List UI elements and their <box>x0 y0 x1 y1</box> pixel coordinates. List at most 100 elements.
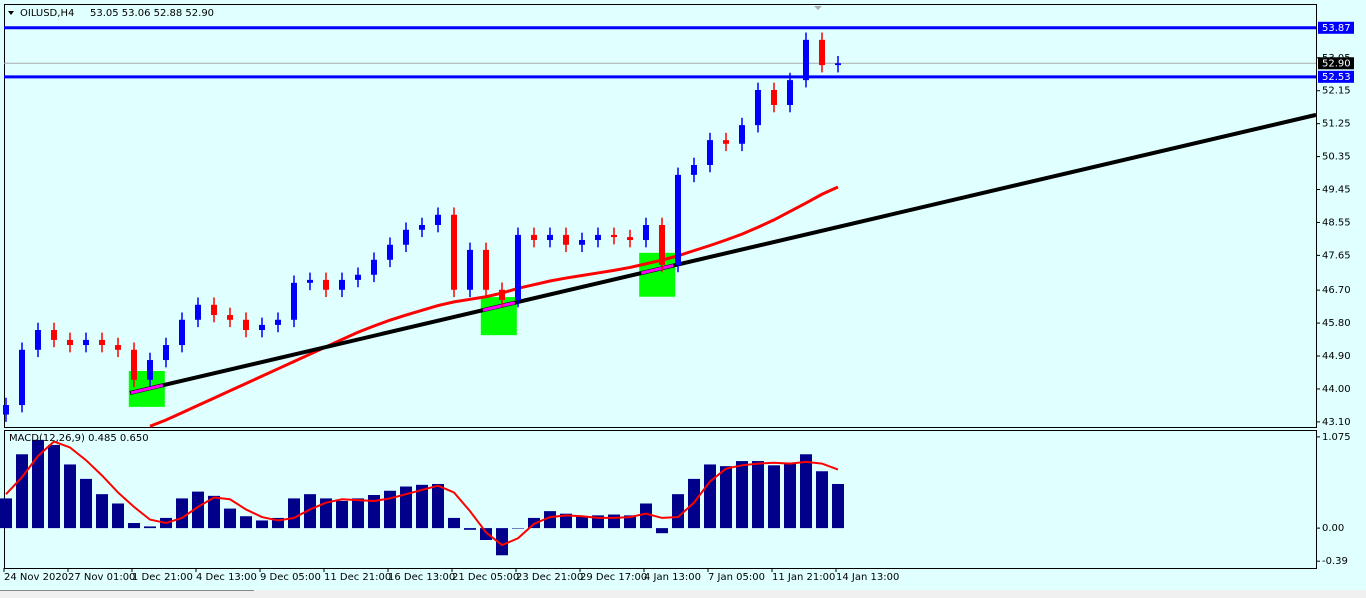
histogram-bar <box>640 503 652 529</box>
y-tick-label: 48.55 <box>1322 217 1351 228</box>
histogram-bar <box>496 528 508 556</box>
histogram-bar <box>192 491 204 529</box>
x-tick-label: 4 Jan 13:00 <box>644 572 701 583</box>
candle-body <box>499 289 505 301</box>
histogram-bar <box>64 464 76 529</box>
candle-body <box>275 319 281 325</box>
last-price-box <box>1318 57 1354 70</box>
x-tick-label: 4 Dec 13:00 <box>196 572 257 583</box>
y-tick-label: 46.70 <box>1322 285 1351 296</box>
candle-body <box>99 339 105 346</box>
x-tick-label: 24 Nov 2020 <box>4 572 68 583</box>
candle-body <box>83 339 89 346</box>
candle-body <box>323 279 329 290</box>
candle-body <box>147 360 153 380</box>
x-tick-label: 23 Dec 21:00 <box>516 572 583 583</box>
y-tick-label: 44.00 <box>1322 384 1351 395</box>
histogram-bar <box>752 461 764 529</box>
histogram-bar <box>272 517 284 529</box>
y-tick-label: 1.075 <box>1322 432 1351 443</box>
menu-arrow[interactable] <box>8 11 14 15</box>
candle-body <box>211 304 217 316</box>
histogram-bar <box>0 498 12 529</box>
histogram-bar <box>48 444 60 529</box>
symbol-title: OILUSD,H4 <box>20 8 74 19</box>
histogram-bar <box>672 494 684 529</box>
histogram-bar <box>304 494 316 529</box>
candle-body <box>179 319 185 346</box>
x-tick-label: 11 Jan 21:00 <box>772 572 835 583</box>
candle-body <box>67 339 73 346</box>
zone-touch <box>482 301 516 312</box>
zone-touch <box>130 383 164 395</box>
candle-body <box>707 140 713 166</box>
macd-title: MACD(12,26,9) 0.485 0.650 <box>9 433 149 444</box>
histogram-bar <box>512 528 524 529</box>
level-label: 52.53 <box>1322 72 1351 83</box>
y-tick-label: 47.65 <box>1322 250 1351 261</box>
histogram-bar <box>656 528 668 534</box>
histogram-bar <box>320 498 332 529</box>
histogram-bar <box>96 494 108 529</box>
y-tick-label: 51.25 <box>1322 119 1351 130</box>
candle-body <box>259 324 265 331</box>
x-tick-label: 29 Dec 17:00 <box>580 572 647 583</box>
candle-body <box>35 330 41 350</box>
histogram-bar <box>176 498 188 529</box>
histogram-bar <box>480 528 492 540</box>
histogram-bar <box>704 464 716 529</box>
candle-body <box>835 63 841 66</box>
candle-body <box>579 240 585 245</box>
y-tick-label: 43.10 <box>1322 417 1351 428</box>
histogram-bar <box>256 520 268 529</box>
histogram-bar <box>336 500 348 529</box>
histogram-bar <box>368 495 380 529</box>
shift-marker <box>814 6 822 10</box>
candle-body <box>659 225 665 265</box>
candle-body <box>419 225 425 230</box>
candle-body <box>531 234 537 241</box>
level-label: 53.87 <box>1322 23 1351 34</box>
histogram-bar <box>624 515 636 529</box>
x-tick-label: 7 Jan 05:00 <box>708 572 765 583</box>
candle-body <box>819 39 825 66</box>
moving-average <box>149 185 839 428</box>
signal-line <box>5 440 839 547</box>
histogram-bar <box>816 471 828 529</box>
y-tick-label: -0.39 <box>1322 556 1348 567</box>
histogram-bar <box>416 484 428 529</box>
histogram-bar <box>800 454 812 529</box>
histogram-bar <box>464 528 476 530</box>
y-tick-label: 52.15 <box>1322 86 1351 97</box>
candle-body <box>515 234 521 301</box>
histogram-bar <box>384 490 396 529</box>
candle-body <box>467 249 473 290</box>
candle-body <box>483 249 489 290</box>
histogram-bar <box>32 439 44 529</box>
histogram-bar <box>448 517 460 529</box>
histogram-bar <box>128 523 140 529</box>
y-tick-label: 50.35 <box>1322 152 1351 163</box>
candle-body <box>51 330 57 340</box>
candle-body <box>755 89 761 126</box>
candle-body <box>19 349 25 406</box>
candle-body <box>691 165 697 175</box>
candle-body <box>675 174 681 265</box>
candle-body <box>435 214 441 226</box>
histogram-bar <box>736 461 748 529</box>
histogram-bar <box>400 486 412 529</box>
candle-body <box>627 237 633 241</box>
candle-body <box>355 274 361 280</box>
quote: 53.05 53.06 52.88 52.90 <box>90 8 214 19</box>
histogram-bar <box>240 516 252 529</box>
x-tick-label: 14 Jan 13:00 <box>836 572 899 583</box>
trendline <box>129 112 1317 395</box>
histogram-bar <box>144 526 156 529</box>
histogram-bar <box>768 465 780 529</box>
histogram-bar <box>432 483 444 529</box>
x-tick-label: 11 Dec 21:00 <box>324 572 391 583</box>
y-tick-label: 49.45 <box>1322 185 1351 196</box>
candle-body <box>547 234 553 241</box>
candle-body <box>739 125 745 144</box>
